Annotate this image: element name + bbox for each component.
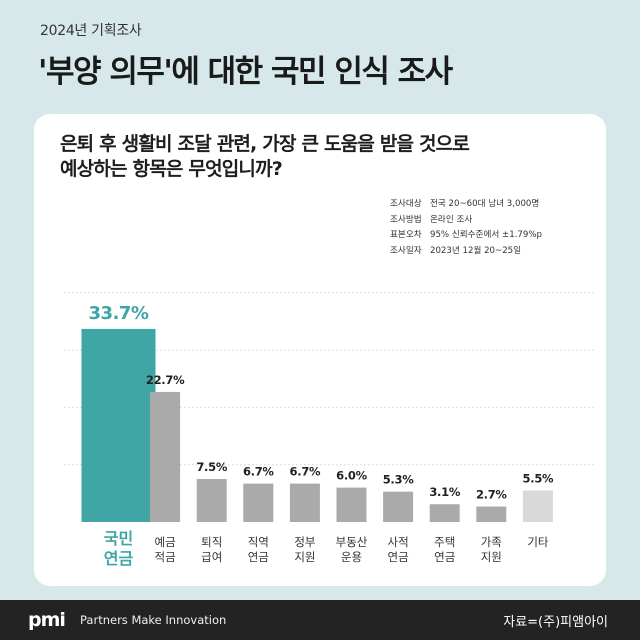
category-label: 급여 <box>201 550 222 564</box>
category-label: 국민 <box>104 529 133 548</box>
question-line-1: 은퇴 후 생활비 조달 관련, 가장 큰 도움을 받을 것으로 <box>60 133 470 155</box>
category-label: 직역 <box>248 535 269 549</box>
meta-row-method: 조사방법 온라인 조사 <box>390 213 542 229</box>
bar <box>429 504 460 522</box>
category-label: 연금 <box>388 550 409 564</box>
meta-value: 전국 20~60대 남녀 3,000명 <box>430 199 540 209</box>
bar-value-label: 3.1% <box>429 485 460 499</box>
meta-key: 표본오차 <box>390 230 422 240</box>
bar-value-label: 2.7% <box>476 488 507 502</box>
category-label: 적금 <box>155 550 176 564</box>
category-label: 기타 <box>527 535 549 549</box>
category-label: 지원 <box>294 550 315 564</box>
tagline: Partners Make Innovation <box>80 613 227 627</box>
question-line-2: 예상하는 항목은 무엇입니까? <box>60 158 283 180</box>
bar <box>383 491 414 522</box>
meta-key: 조사대상 <box>390 199 422 209</box>
category-label: 주택 <box>434 535 455 549</box>
category-label: 예금 <box>155 535 176 549</box>
pmi-logo: pmi <box>28 609 66 631</box>
bar <box>243 483 274 522</box>
footer: pmi Partners Make Innovation 자료=(주)피앰아이 <box>0 600 640 640</box>
page-title: '부양 의무'에 대한 국민 인식 조사 <box>38 54 453 90</box>
category-label: 운용 <box>341 550 362 564</box>
chart-card: 은퇴 후 생활비 조달 관련, 가장 큰 도움을 받을 것으로 예상하는 항목은… <box>34 114 606 586</box>
bar <box>150 391 181 522</box>
bar-value-label: 5.3% <box>383 473 414 487</box>
meta-row-target: 조사대상 전국 20~60대 남녀 3,000명 <box>390 197 542 213</box>
bar-value-label: 6.7% <box>290 465 321 479</box>
category-label: 퇴직 <box>201 535 222 549</box>
bar <box>522 490 553 522</box>
category-label: 연금 <box>248 550 269 564</box>
category-label: 사적 <box>388 535 409 549</box>
category-label: 부동산 <box>336 535 368 549</box>
meta-key: 조사일자 <box>390 245 422 256</box>
bar-chart: 33.7%국민연금22.7%예금적금7.5%퇴직급여6.7%직역연금6.7%정부… <box>64 292 594 568</box>
survey-question: 은퇴 후 생활비 조달 관련, 가장 큰 도움을 받을 것으로 예상하는 항목은… <box>60 132 590 182</box>
meta-value: 2023년 12월 20~25일 <box>430 245 522 256</box>
meta-row-date: 조사일자 2023년 12월 20~25일 <box>390 244 542 260</box>
bar-value-label: 22.7% <box>146 373 185 387</box>
bar-value-label: 6.0% <box>336 469 367 483</box>
bar-value-label: 5.5% <box>523 471 554 485</box>
category-label: 연금 <box>434 550 455 564</box>
kicker: 2024년 기획조사 <box>40 23 142 39</box>
bar <box>196 479 227 522</box>
bar-value-label: 7.5% <box>196 460 227 474</box>
bar-value-label: 33.7% <box>89 303 149 324</box>
bar <box>289 483 320 522</box>
category-label: 정부 <box>294 535 315 549</box>
meta-value: 온라인 조사 <box>430 214 473 225</box>
bar <box>336 487 367 522</box>
meta-row-error: 표본오차 95% 신뢰수준에서 ±1.79%p <box>390 228 542 244</box>
category-label: 지원 <box>481 550 502 564</box>
source-credit: 자료=(주)피앰아이 <box>503 615 608 630</box>
meta-value: 95% 신뢰수준에서 ±1.79%p <box>430 230 542 240</box>
category-label: 연금 <box>104 549 134 568</box>
bar-value-label: 6.7% <box>243 465 274 479</box>
bar <box>81 328 156 522</box>
category-label: 가족 <box>481 535 502 549</box>
survey-meta: 조사대상 전국 20~60대 남녀 3,000명 조사방법 온라인 조사 표본오… <box>390 197 542 259</box>
bar <box>476 506 507 522</box>
meta-key: 조사방법 <box>390 214 422 225</box>
